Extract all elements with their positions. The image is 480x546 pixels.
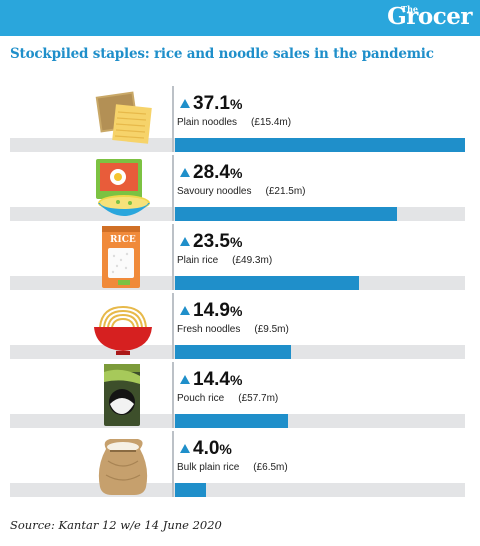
noodle-bowl-icon xyxy=(88,155,158,221)
chart-row: 4.0% Bulk plain rice (£6.5m) xyxy=(0,431,480,503)
change-value: 28.4 xyxy=(193,162,230,183)
axis-line xyxy=(172,431,174,497)
category-label: Savoury noodles (£21.5m) xyxy=(177,186,306,197)
category-label: Bulk plain rice (£6.5m) xyxy=(177,462,288,473)
sales-value: (£57.7m) xyxy=(238,393,279,404)
change-label: 14.9% xyxy=(193,300,242,322)
up-triangle-icon xyxy=(180,375,190,387)
up-triangle-icon xyxy=(180,306,190,318)
sales-value: (£6.5m) xyxy=(253,462,288,473)
rice-bag-icon: RICE xyxy=(88,224,158,290)
brand-logo: Grocer xyxy=(387,3,472,30)
change-value: 14.9 xyxy=(193,300,230,321)
change-value: 37.1 xyxy=(193,93,230,114)
bar xyxy=(175,483,206,497)
axis-line xyxy=(172,155,174,221)
change-value: 14.4 xyxy=(193,369,230,390)
axis-line xyxy=(172,362,174,428)
change-value: 4.0 xyxy=(193,438,220,459)
axis-line xyxy=(172,293,174,359)
up-triangle-icon xyxy=(180,237,190,249)
up-triangle-icon xyxy=(180,99,190,111)
category-name: Fresh noodles xyxy=(177,324,241,335)
change-label: 28.4% xyxy=(193,162,242,184)
svg-text:RICE: RICE xyxy=(110,235,136,245)
category-name: Bulk plain rice xyxy=(177,462,240,473)
percent-symbol: % xyxy=(229,234,243,250)
bar xyxy=(175,138,465,152)
category-name: Savoury noodles xyxy=(177,186,252,197)
change-label: 37.1% xyxy=(193,93,242,115)
percent-symbol: % xyxy=(229,372,243,388)
brand-small: The xyxy=(401,4,418,14)
up-triangle-icon xyxy=(180,168,190,180)
sack-icon xyxy=(88,431,158,497)
sales-value: (£49.3m) xyxy=(232,255,273,266)
up-triangle-icon xyxy=(180,444,190,456)
chart-title: Stockpiled staples: rice and noodle sale… xyxy=(10,46,434,62)
bar xyxy=(175,414,288,428)
category-name: Plain rice xyxy=(177,255,219,266)
category-label: Plain rice (£49.3m) xyxy=(177,255,272,266)
sales-value: (£21.5m) xyxy=(265,186,306,197)
chart-row: 14.4% Pouch rice (£57.7m) xyxy=(0,362,480,434)
category-label: Plain noodles (£15.4m) xyxy=(177,117,291,128)
chart-row: 14.9% Fresh noodles (£9.5m) xyxy=(0,293,480,365)
chart-row: 28.4% Savoury noodles (£21.5m) xyxy=(0,155,480,227)
percent-symbol: % xyxy=(229,96,243,112)
category-label: Fresh noodles (£9.5m) xyxy=(177,324,289,335)
bar xyxy=(175,345,291,359)
percent-symbol: % xyxy=(229,165,243,181)
rice-pouch-icon xyxy=(88,362,158,428)
change-label: 4.0% xyxy=(193,438,232,460)
percent-symbol: % xyxy=(219,441,232,457)
source-note: Source: Kantar 12 w/e 14 June 2020 xyxy=(10,518,222,532)
category-name: Pouch rice xyxy=(177,393,225,404)
chart-row: RICE 23.5% Plain rice (£49.3m) xyxy=(0,224,480,296)
red-noodle-bowl-icon xyxy=(88,293,158,359)
brand-header: The Grocer xyxy=(0,0,480,36)
percent-symbol: % xyxy=(229,303,243,319)
sales-value: (£9.5m) xyxy=(254,324,289,335)
bar xyxy=(175,276,359,290)
sales-value: (£15.4m) xyxy=(251,117,292,128)
change-label: 14.4% xyxy=(193,369,242,391)
category-name: Plain noodles xyxy=(177,117,238,128)
bar-track xyxy=(10,483,465,497)
bar xyxy=(175,207,397,221)
category-label: Pouch rice (£57.7m) xyxy=(177,393,278,404)
change-label: 23.5% xyxy=(193,231,242,253)
change-value: 23.5 xyxy=(193,231,230,252)
noodle-sheets-icon xyxy=(88,86,158,152)
axis-line xyxy=(172,86,174,152)
chart-row: 37.1% Plain noodles (£15.4m) xyxy=(0,86,480,158)
axis-line xyxy=(172,224,174,290)
